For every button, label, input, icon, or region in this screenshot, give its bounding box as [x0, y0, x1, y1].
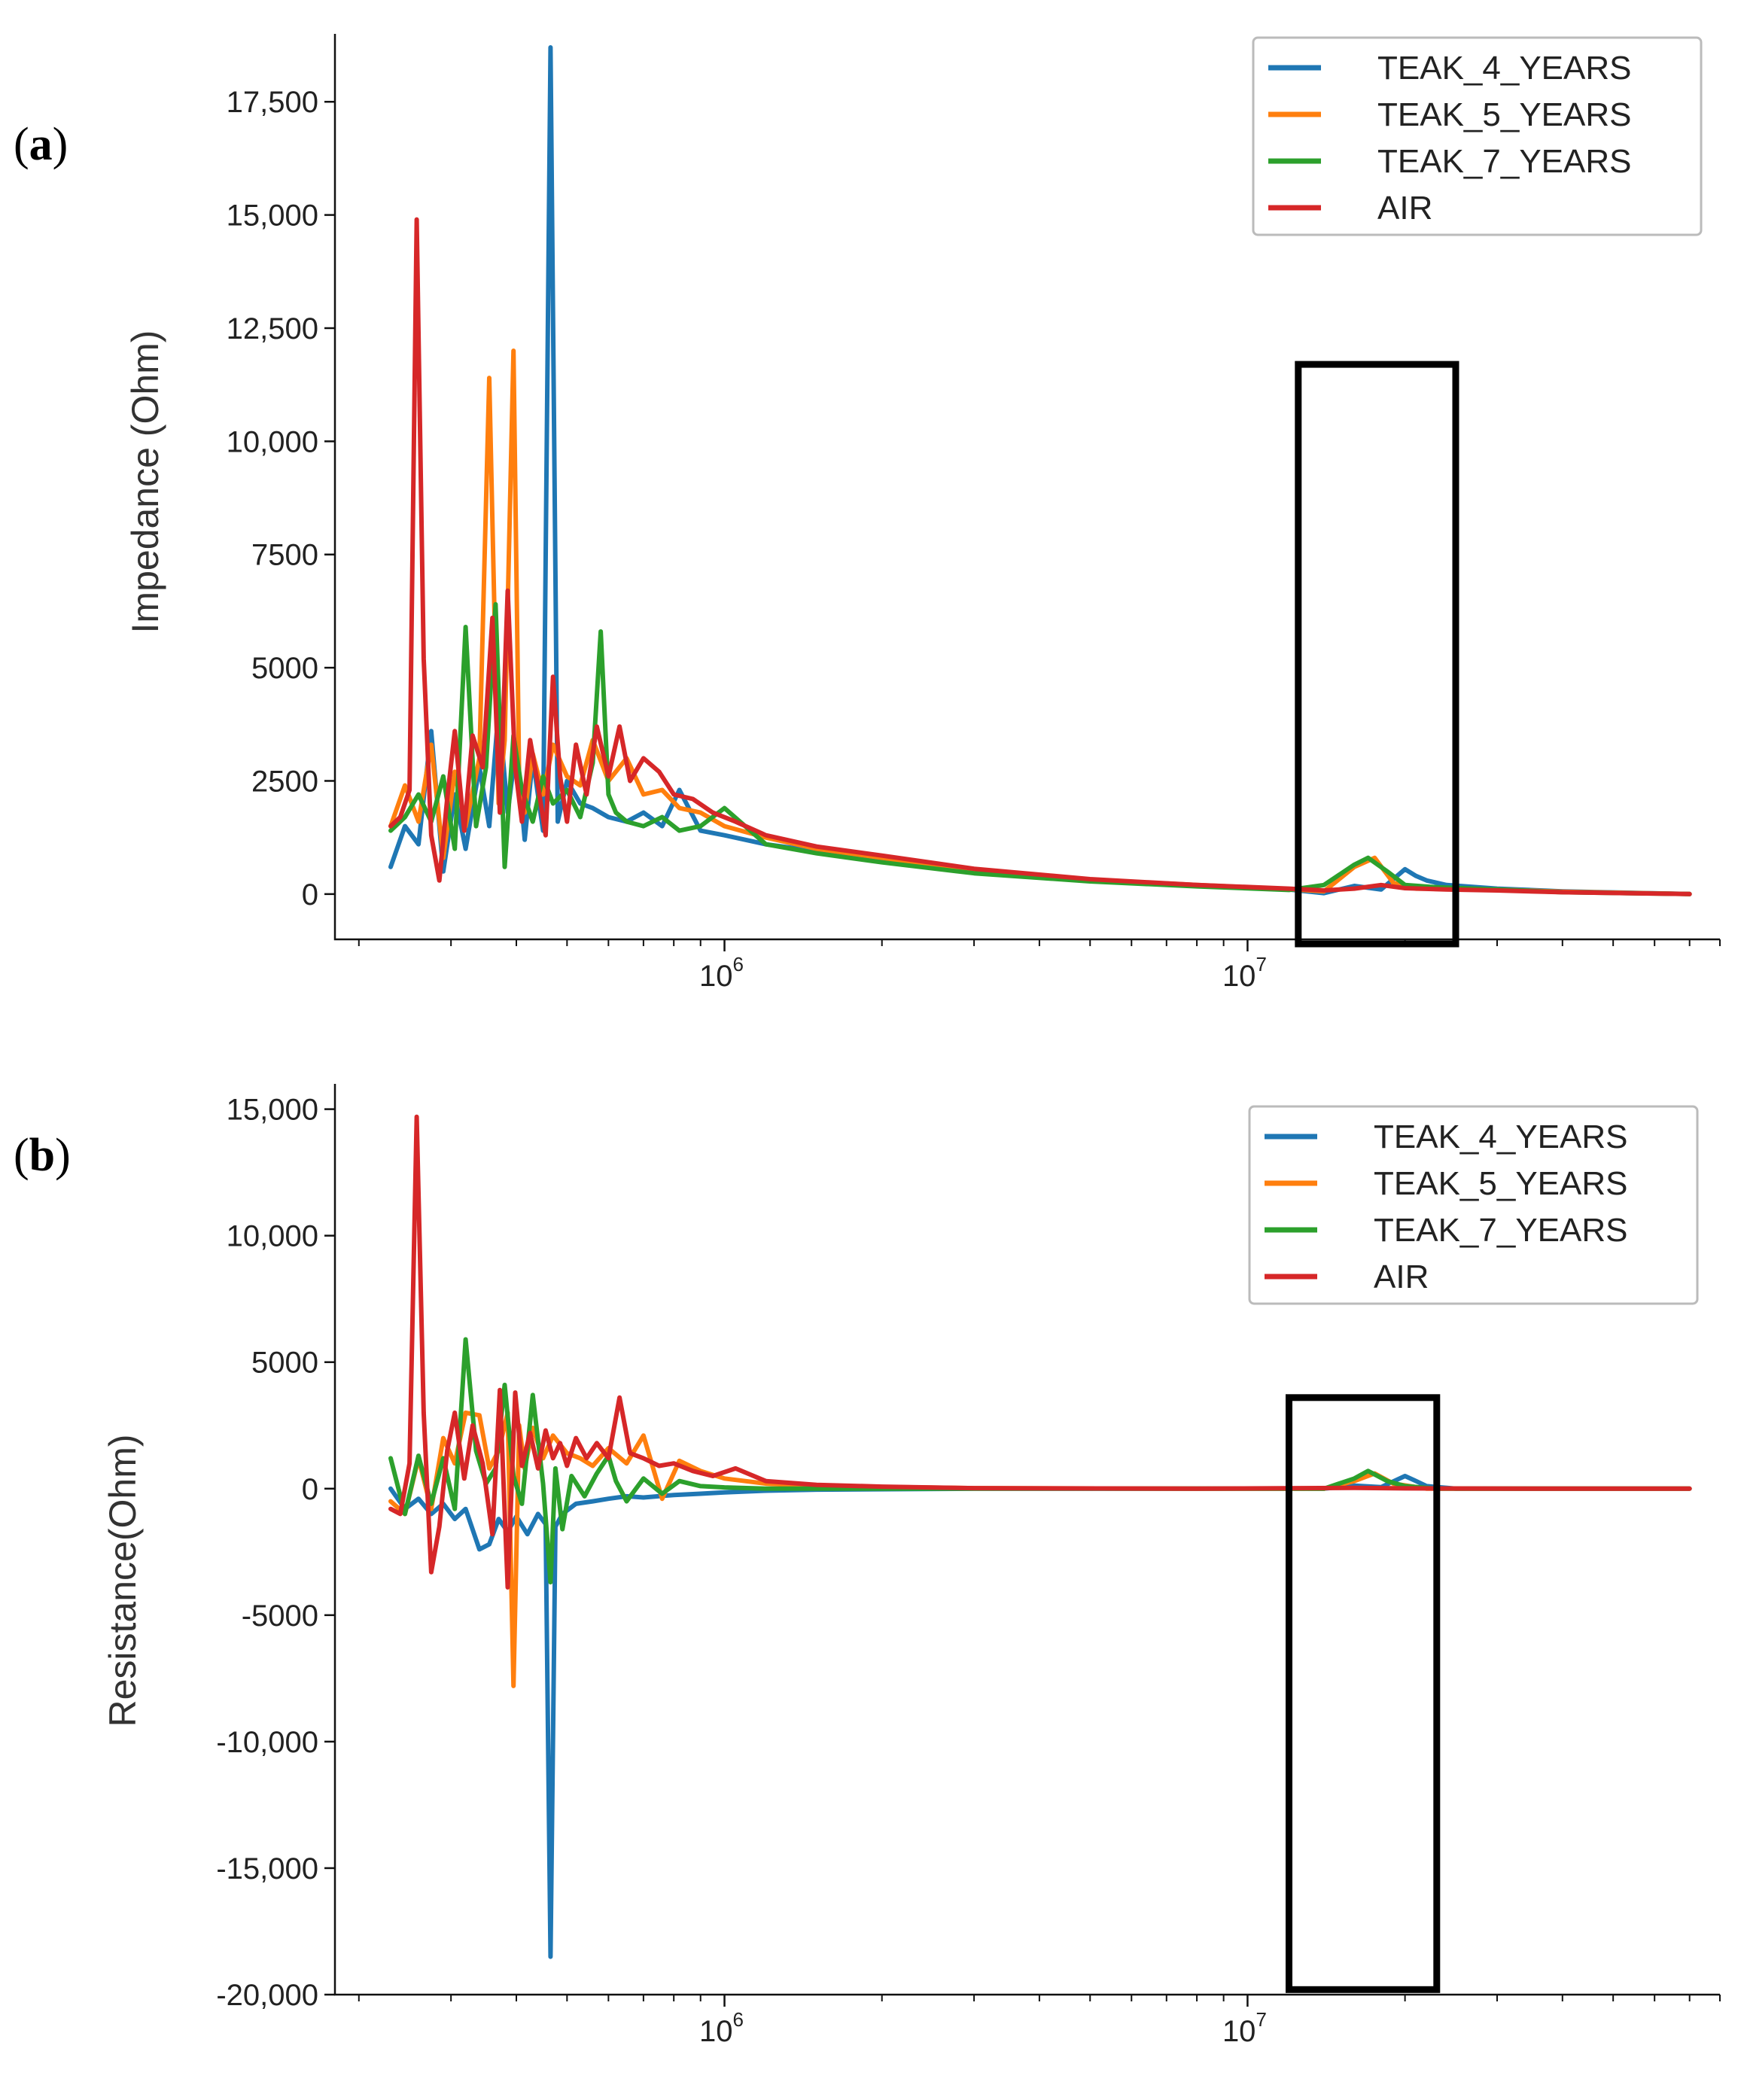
panel-b-y-tick-label: 15,000 — [227, 1094, 318, 1127]
panel-b-y-tick-label: 5000 — [251, 1347, 318, 1380]
panel-a-y-tick-label: 17,500 — [227, 86, 318, 119]
panel-b-y-tick-label: -20,000 — [216, 1979, 318, 2012]
panel-b-legend-label-teak-5-years: TEAK_5_YEARS — [1374, 1165, 1628, 1202]
panel-b-y-tick-label: 0 — [302, 1473, 318, 1506]
panel-b-line-teak-7-years — [388, 1337, 1692, 1585]
panel-a-y-tick-label: 12,500 — [227, 312, 318, 345]
panel-a-legend-label-air: AIR — [1377, 190, 1432, 227]
panel-b-legend: TEAK_4_YEARS TEAK_5_YEARS TEAK_7_YEARS AIR — [1248, 1105, 1699, 1305]
panel-a-y-tick-label: 5000 — [251, 652, 318, 685]
panel-a-line-teak-5-years — [388, 348, 1692, 896]
panel-a-x-ticks: 106 107 — [358, 939, 1721, 993]
panel-a-impedance-chart: (a) Impedance (Ohm) 0 2500 5000 7500 10,000 1… — [14, 34, 1721, 993]
panel-b-y-axis-title: Resistance(Ohm) — [102, 1435, 144, 1727]
panel-b-x-ticks: 106 107 — [358, 1995, 1721, 2048]
panel-b-y-tick-label: -15,000 — [216, 1852, 318, 1885]
panel-b-legend-frame — [1248, 1105, 1699, 1305]
panel-a-y-tick-label: 10,000 — [227, 425, 318, 458]
panel-a-legend-label-teak-4-years: TEAK_4_YEARS — [1377, 50, 1632, 87]
panel-a-y-tick-label: 2500 — [251, 765, 318, 798]
panel-a-y-tick-label: 0 — [302, 878, 318, 912]
panel-a-y-axis-title: Impedance (Ohm) — [124, 330, 166, 634]
panel-a-legend-frame — [1252, 36, 1703, 236]
panel-b-legend-label-teak-7-years: TEAK_7_YEARS — [1374, 1212, 1628, 1249]
panel-a-x-tick-label: 107 — [1222, 953, 1267, 993]
panel-a-label: (a) — [14, 119, 68, 170]
panel-b-highlight-box — [1286, 1394, 1441, 1993]
panel-b-legend-label-teak-4-years: TEAK_4_YEARS — [1374, 1118, 1628, 1155]
panel-a-legend: TEAK_4_YEARS TEAK_5_YEARS TEAK_7_YEARS AIR — [1252, 36, 1703, 236]
panel-a-x-tick-label: 106 — [699, 953, 744, 993]
panel-b-y-tick-label: -10,000 — [216, 1726, 318, 1759]
panel-b-resistance-chart: (b) Resistance(Ohm) -20,000 -15,000 -10,00… — [14, 1084, 1721, 2048]
panel-a-y-tick-label: 15,000 — [227, 199, 318, 233]
panel-a-line-air — [388, 217, 1692, 896]
panel-a-axes-frame — [333, 34, 1720, 941]
panel-a-y-tick-label: 7500 — [251, 539, 318, 572]
panel-b-y-tick-label: -5000 — [242, 1599, 318, 1633]
panel-b-label: (b) — [14, 1130, 71, 1181]
panel-a-legend-label-teak-7-years: TEAK_7_YEARS — [1377, 143, 1632, 180]
panel-b-x-tick-label: 107 — [1222, 2008, 1267, 2048]
panel-a-series — [388, 45, 1692, 896]
panel-b-line-air — [388, 1114, 1692, 1590]
panel-b-legend-label-air: AIR — [1374, 1258, 1429, 1295]
panel-a-line-teak-7-years — [388, 601, 1692, 896]
panel-b-series — [388, 1114, 1692, 1959]
panel-b-line-teak-4-years — [388, 1474, 1692, 1959]
panel-a-y-ticks: 0 2500 5000 7500 10,000 12,500 15,000 17,500 — [227, 86, 335, 912]
panel-b-y-ticks: -20,000 -15,000 -10,000 -5000 0 5000 10,000 15,… — [216, 1094, 335, 2012]
panel-b-x-tick-label: 106 — [699, 2008, 744, 2048]
panel-b-y-tick-label: 10,000 — [227, 1220, 318, 1253]
panel-a-line-teak-4-years — [388, 45, 1692, 896]
panel-a-legend-label-teak-5-years: TEAK_5_YEARS — [1377, 96, 1632, 133]
panel-a-highlight-box — [1295, 361, 1459, 948]
